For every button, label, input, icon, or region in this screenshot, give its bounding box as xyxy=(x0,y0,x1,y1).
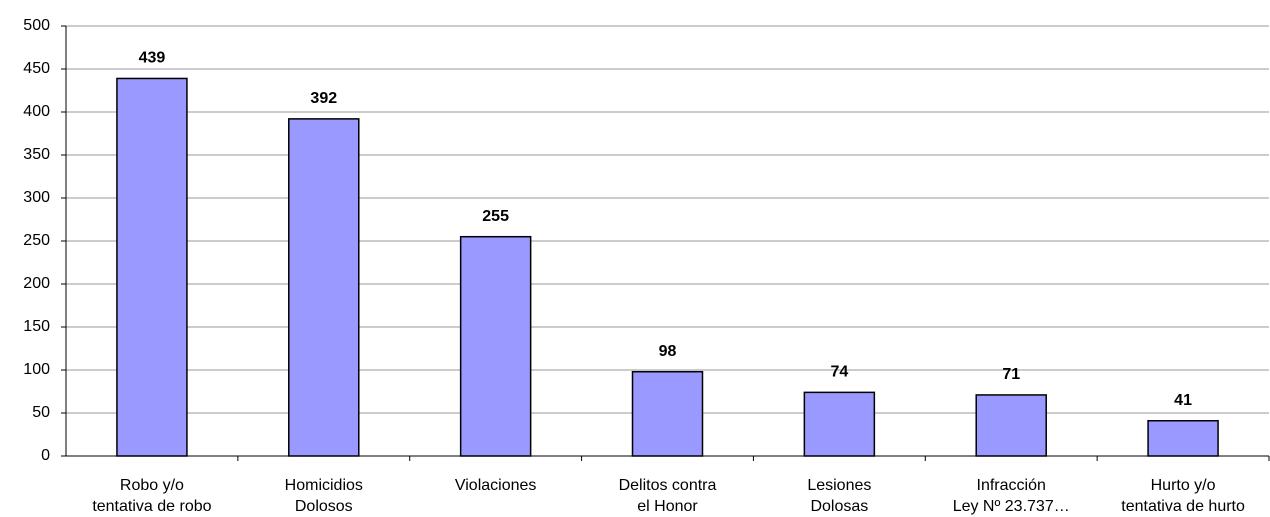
value-label: 71 xyxy=(1002,366,1020,383)
x-tick-label: el Honor xyxy=(637,498,698,515)
x-tick-label: Dolosos xyxy=(295,498,353,515)
value-label: 439 xyxy=(139,50,166,67)
y-tick-label: 150 xyxy=(23,318,50,335)
value-label: 98 xyxy=(659,343,677,360)
value-label: 41 xyxy=(1174,392,1192,409)
y-tick-label: 400 xyxy=(23,103,50,120)
x-tick-label: Infracción xyxy=(977,477,1046,494)
x-tick-label: Lesiones xyxy=(807,477,871,494)
y-tick-label: 300 xyxy=(23,189,50,206)
x-tick-label: Homicidios xyxy=(285,477,363,494)
y-tick-label: 0 xyxy=(41,447,50,464)
x-tick-label: Ley Nº 23.737… xyxy=(953,498,1070,515)
y-tick-label: 350 xyxy=(23,146,50,163)
x-tick-label: tentativa de robo xyxy=(92,498,211,515)
x-tick-label: Violaciones xyxy=(455,477,537,494)
y-tick-label: 500 xyxy=(23,17,50,34)
x-tick-label: Delitos contra xyxy=(619,477,717,494)
y-tick-label: 100 xyxy=(23,361,50,378)
bar xyxy=(288,118,360,457)
value-label: 255 xyxy=(482,208,509,225)
y-tick-label: 250 xyxy=(23,232,50,249)
bar xyxy=(803,391,876,457)
x-tick-label: Hurto y/o xyxy=(1151,477,1216,494)
bar xyxy=(631,370,704,457)
bar xyxy=(975,394,1047,457)
bar xyxy=(459,235,532,457)
y-tick-label: 50 xyxy=(32,404,50,421)
y-tick-label: 200 xyxy=(23,275,50,292)
x-tick-label: Dolosas xyxy=(810,498,868,515)
value-label: 74 xyxy=(830,364,848,381)
y-tick-label: 450 xyxy=(23,60,50,77)
x-tick-label: Robo y/o xyxy=(120,477,184,494)
bar xyxy=(116,77,188,457)
x-tick-label: tentativa de hurto xyxy=(1121,498,1245,515)
bar xyxy=(1147,419,1219,457)
value-label: 392 xyxy=(310,90,337,107)
